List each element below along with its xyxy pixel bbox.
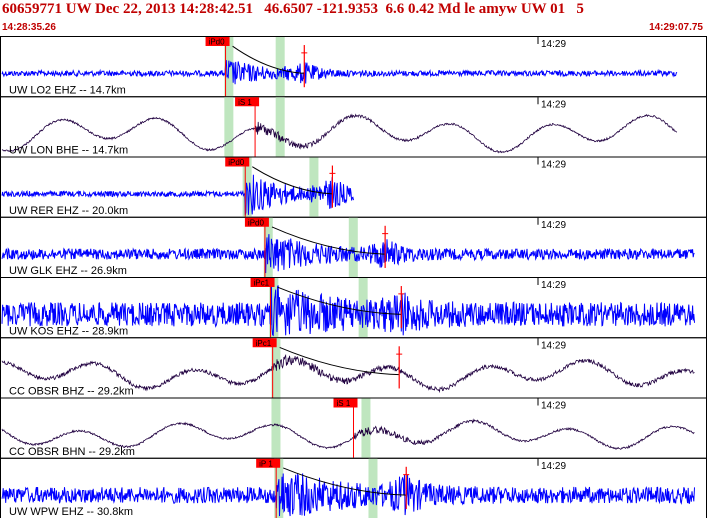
phase-pick-label: iS 1	[337, 399, 351, 408]
seismic-trace	[1, 174, 354, 215]
channel-panel[interactable]: 14:29 iPd0 UW RER EHZ -- 20.0km	[0, 156, 707, 218]
seismic-trace	[1, 354, 695, 394]
channel-panel[interactable]: 14:29 iS 1 CC OBSR BHN -- 29.2km	[0, 397, 707, 459]
phase-pick-box[interactable]	[333, 398, 358, 408]
phase-pick-box[interactable]	[252, 338, 277, 348]
channel-label: UW LO2 EHZ -- 14.7km	[9, 84, 126, 96]
phase-pick-label: iPd0	[209, 38, 226, 47]
channel-panel[interactable]: 14:29 iPd0 UW GLK EHZ -- 26.9km	[0, 216, 707, 278]
amplitude-window	[275, 37, 285, 97]
amplitude-window	[271, 398, 281, 458]
amplitude-window	[275, 97, 285, 157]
seismogram-panel[interactable]: 14:29 iPd0 UW LO2 EHZ -- 14.7km 14:29 iS 1 UW…	[0, 36, 707, 518]
coda-curve	[232, 45, 305, 74]
phase-pick-label: iPd0	[248, 218, 265, 227]
coda-curve	[277, 286, 402, 315]
minute-tick-label: 14:29	[541, 340, 566, 351]
coda-curve	[271, 226, 386, 255]
phase-pick-box[interactable]	[250, 278, 275, 287]
channel-panel[interactable]: 14:29 iPd0 UW LO2 EHZ -- 14.7km	[0, 36, 707, 98]
start-time-label: 14:28:35.26	[2, 22, 56, 33]
event-title: 60659771 UW Dec 22, 2013 14:28:42.51 46.…	[2, 1, 584, 17]
seismic-trace	[1, 472, 695, 517]
channel-label: CC OBSR BHZ -- 29.2km	[9, 386, 134, 398]
channel-label: UW GLK EHZ -- 26.9km	[9, 265, 127, 277]
channel-panel[interactable]: 14:29 iPc1 UW KOS EHZ -- 28.9km	[0, 277, 707, 339]
coda-curve	[279, 346, 400, 376]
phase-pick-box[interactable]	[205, 37, 230, 46]
channel-label: UW WPW EHZ -- 30.8km	[9, 506, 133, 518]
channel-panel[interactable]: 14:29 iPc1 CC OBSR BHZ -- 29.2km	[0, 337, 707, 399]
amplitude-window	[309, 157, 319, 217]
minute-tick-label: 14:29	[541, 280, 566, 291]
phase-pick-box[interactable]	[225, 157, 250, 167]
minute-tick-label: 14:29	[541, 461, 566, 472]
minute-tick-label: 14:29	[541, 160, 566, 171]
minute-tick-label: 14:29	[541, 99, 566, 110]
channel-label: UW KOS EHZ -- 28.9km	[9, 325, 128, 337]
seismic-trace	[1, 234, 695, 274]
minute-tick-label: 14:29	[541, 220, 566, 231]
minute-tick-label: 14:29	[541, 401, 566, 412]
coda-curve	[283, 467, 407, 496]
seismic-trace	[1, 282, 695, 337]
channel-label: UW RER EHZ -- 20.0km	[9, 205, 128, 217]
seismic-trace	[1, 59, 678, 85]
channel-label: CC OBSR BHN -- 29.2km	[9, 446, 135, 458]
phase-pick-box[interactable]	[244, 217, 269, 227]
channel-panel[interactable]: 14:29 iS 1 UW LON BHE -- 14.7km	[0, 96, 707, 158]
seismic-trace	[1, 418, 695, 450]
phase-pick-label: iPd0	[228, 158, 245, 167]
end-time-label: 14:29:07.75	[649, 22, 703, 33]
phase-pick-label: iPc1	[256, 339, 272, 348]
amplitude-window	[348, 217, 358, 277]
event-header: 60659771 UW Dec 22, 2013 14:28:42.51 46.…	[0, 0, 707, 36]
channel-label: UW LON BHE -- 14.7km	[9, 145, 128, 157]
phase-pick-box[interactable]	[235, 97, 260, 107]
amplitude-window	[224, 97, 234, 157]
phase-pick-box[interactable]	[256, 458, 281, 468]
minute-tick-label: 14:29	[541, 39, 566, 50]
coda-curve	[252, 166, 333, 195]
seismic-trace	[1, 113, 678, 154]
phase-pick-label: iPc1	[254, 279, 270, 288]
phase-pick-label: iS 1	[238, 98, 252, 107]
phase-pick-label: iP 1	[259, 459, 273, 468]
channel-panel[interactable]: 14:29 iP 1 UW WPW EHZ -- 30.8km	[0, 457, 707, 518]
